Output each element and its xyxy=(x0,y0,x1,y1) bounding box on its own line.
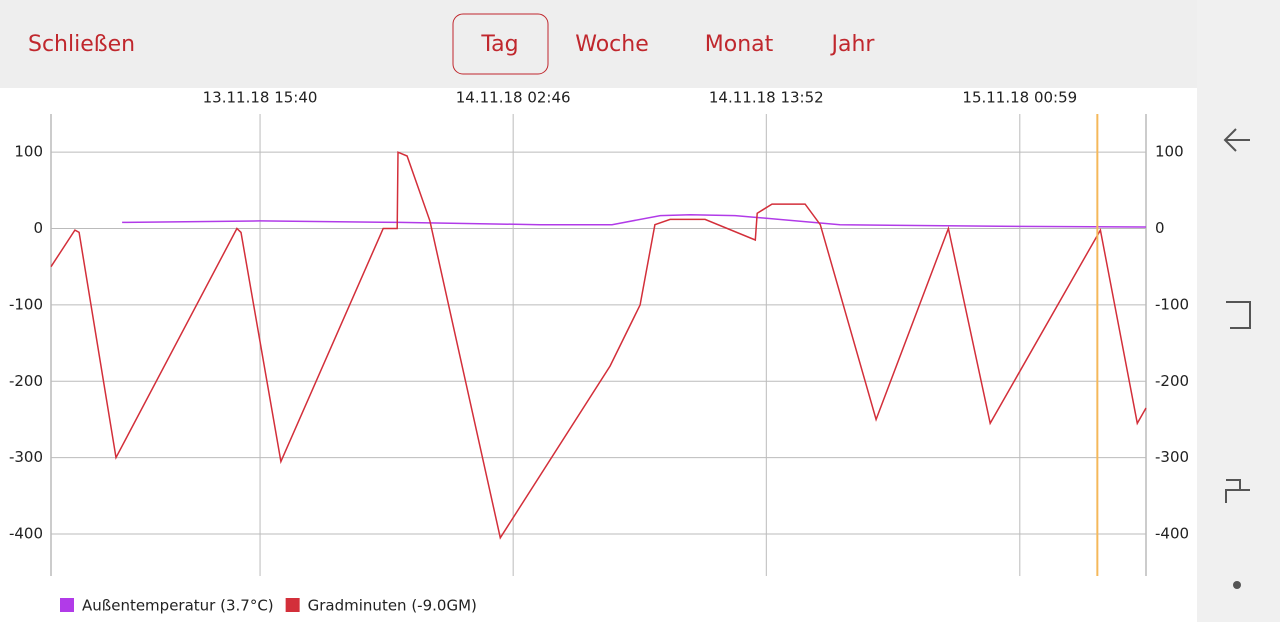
y2-tick-label: -200 xyxy=(1155,372,1189,390)
top-bar xyxy=(0,0,1197,88)
y2-tick-label: 100 xyxy=(1155,143,1184,161)
y2-tick-label: -300 xyxy=(1155,448,1189,466)
tab[interactable]: Tag xyxy=(480,32,518,57)
dot[interactable] xyxy=(1233,581,1241,589)
legend-label: Außentemperatur (3.7°C) xyxy=(82,597,274,615)
recent-button[interactable] xyxy=(1225,479,1250,503)
x-tick-label: 15.11.18 00:59 xyxy=(962,89,1077,107)
y2-tick-label: 0 xyxy=(1155,219,1165,237)
y-tick-label: 100 xyxy=(14,143,43,161)
y-tick-label: -100 xyxy=(9,295,43,313)
nav-icons xyxy=(1223,128,1251,589)
series-line xyxy=(50,151,1147,540)
legend-label: Gradminuten (-9.0GM) xyxy=(308,597,477,615)
tab[interactable]: Monat xyxy=(705,32,774,57)
legend-swatch xyxy=(60,598,74,612)
close-button[interactable]: Schließen xyxy=(28,32,135,57)
home-button[interactable] xyxy=(1226,301,1251,329)
y2-tick-label: -100 xyxy=(1155,295,1189,313)
x-tick-label: 14.11.18 13:52 xyxy=(709,89,824,107)
selected-tab-frame xyxy=(452,13,549,75)
tab[interactable]: Jahr xyxy=(830,32,876,57)
legend-swatch xyxy=(285,598,300,612)
y2-tick-label: -400 xyxy=(1155,525,1189,543)
y-tick-label: -200 xyxy=(9,372,43,390)
chart-area xyxy=(0,88,1197,622)
y-tick-label: 0 xyxy=(33,219,43,237)
x-tick-label: 14.11.18 02:46 xyxy=(456,89,571,107)
y-tick-label: -400 xyxy=(9,525,43,543)
series-line xyxy=(122,214,1147,228)
tab[interactable]: Woche xyxy=(575,32,649,57)
nav-bar xyxy=(1197,0,1280,622)
x-tick-label: 13.11.18 15:40 xyxy=(203,89,318,107)
y-tick-label: -300 xyxy=(9,448,43,466)
back-button[interactable] xyxy=(1223,128,1250,152)
